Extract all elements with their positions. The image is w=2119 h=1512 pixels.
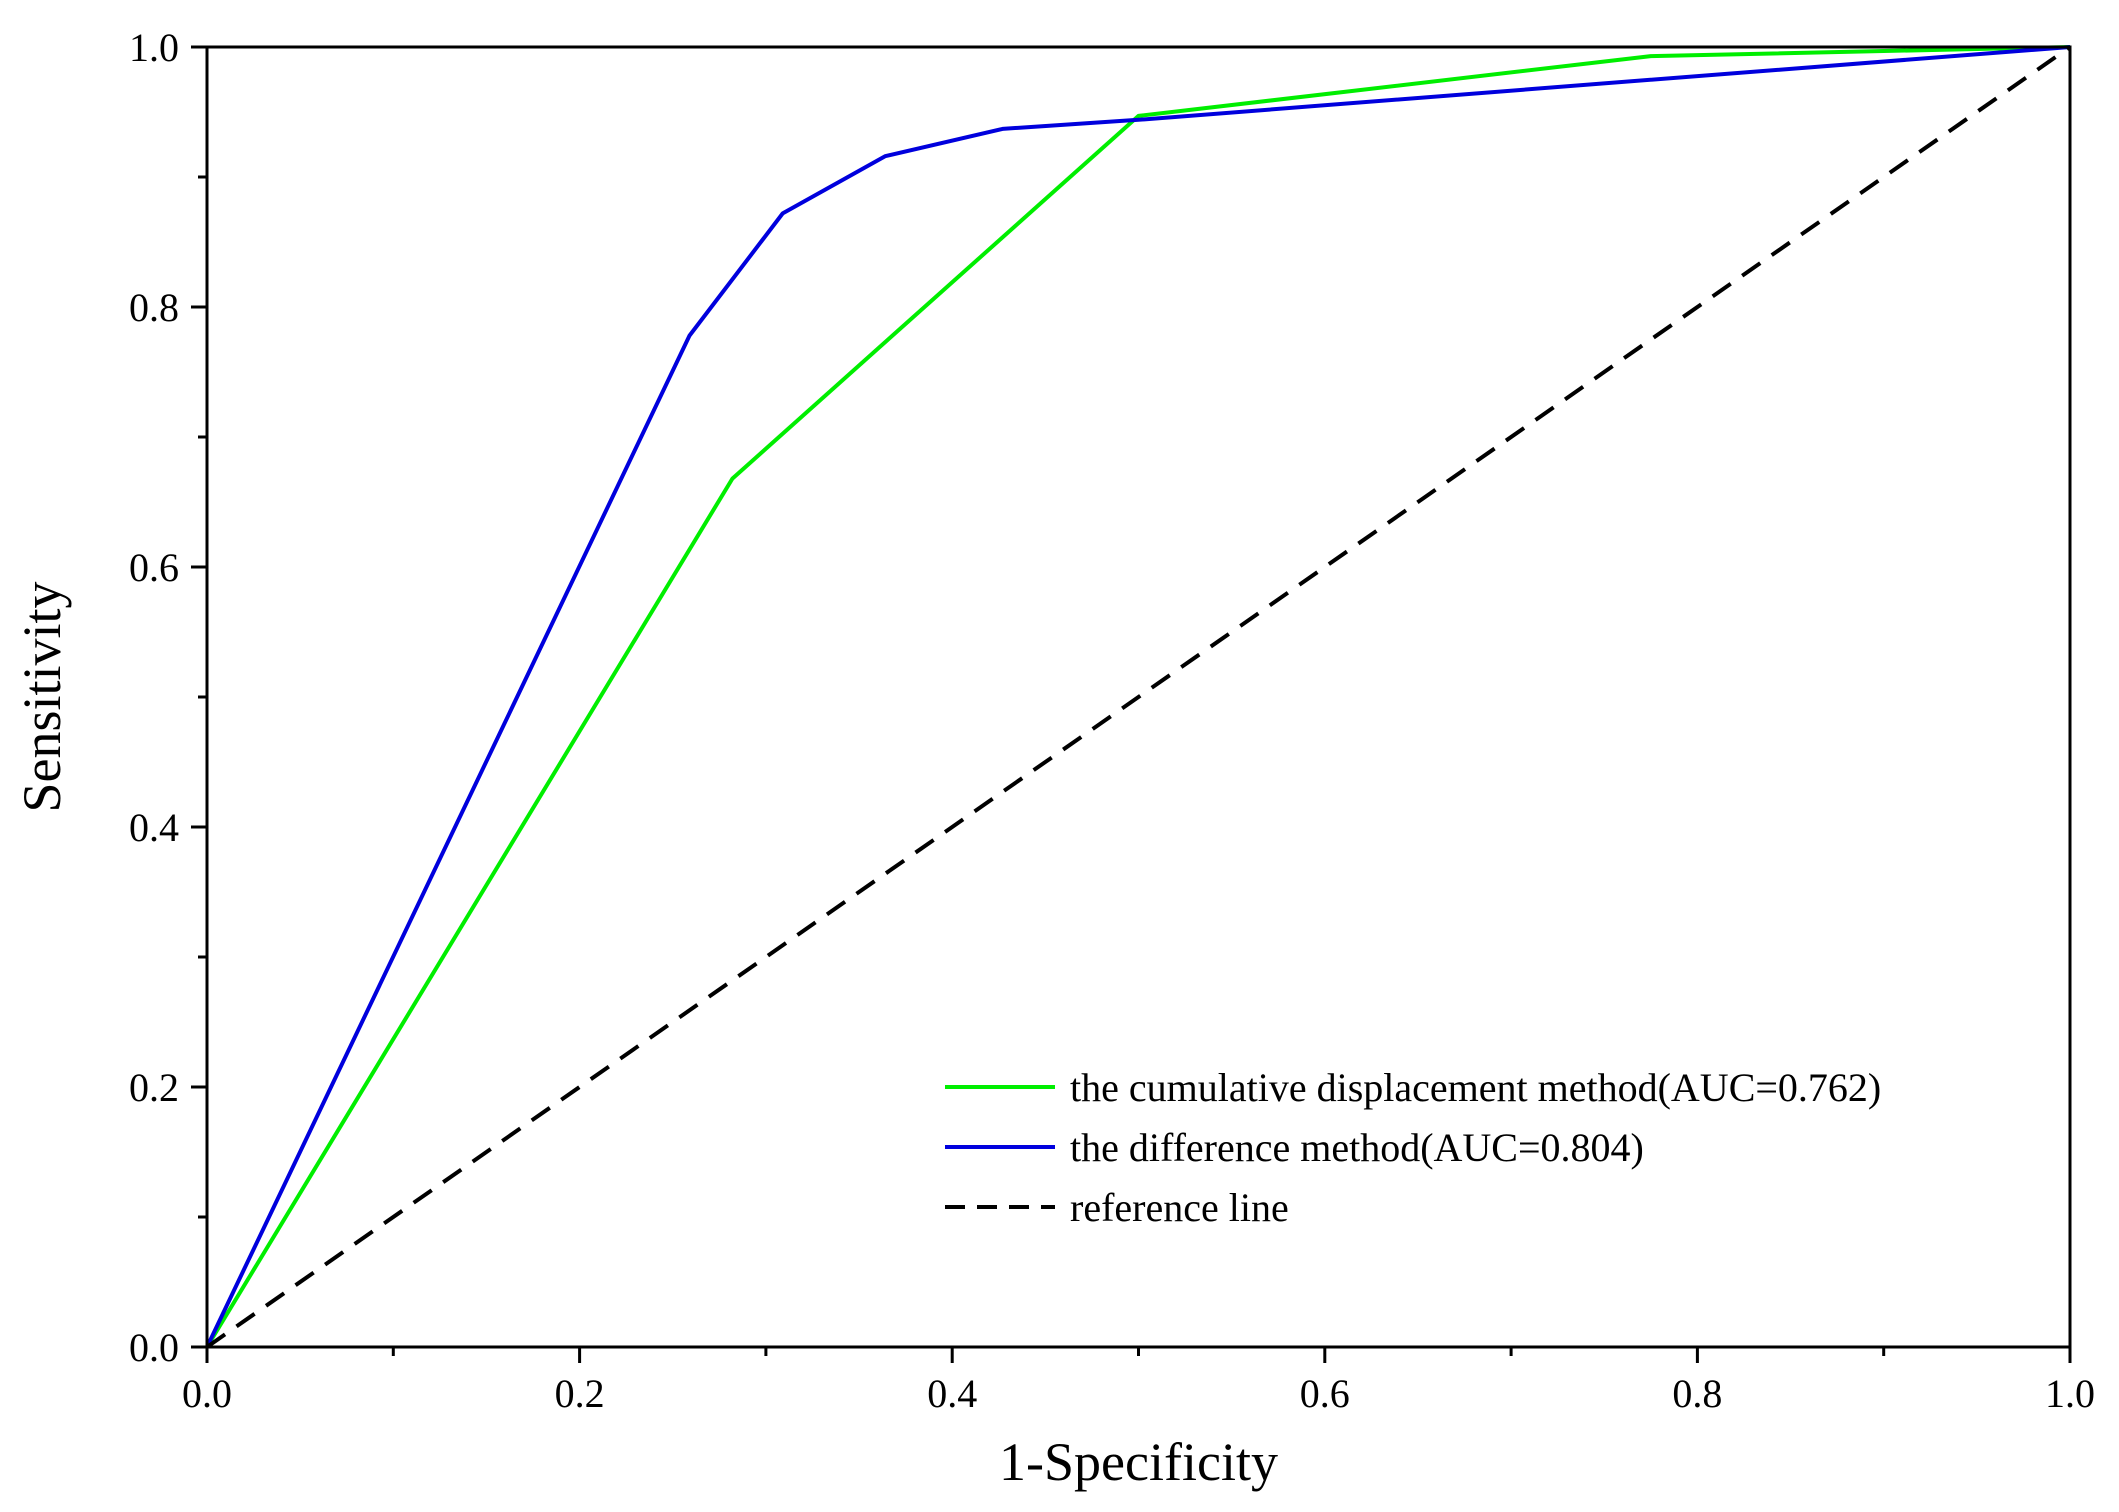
y-axis-title: Sensitivity xyxy=(12,581,72,812)
y-tick-label: 1.0 xyxy=(129,25,179,70)
x-tick-label: 0.6 xyxy=(1300,1371,1350,1416)
x-tick-label: 1.0 xyxy=(2045,1371,2095,1416)
y-tick-label: 0.6 xyxy=(129,545,179,590)
legend-label-1: the cumulative displacement method(AUC=0… xyxy=(1070,1065,1881,1110)
legend-label-2: the difference method(AUC=0.804) xyxy=(1070,1125,1644,1170)
y-tick-label: 0.4 xyxy=(129,805,179,850)
y-tick-label: 0.2 xyxy=(129,1065,179,1110)
y-tick-label: 0.8 xyxy=(129,285,179,330)
y-tick-label: 0.0 xyxy=(129,1325,179,1370)
x-tick-label: 0.4 xyxy=(927,1371,977,1416)
series-line-2 xyxy=(205,45,2071,1348)
x-tick-label: 0.2 xyxy=(555,1371,605,1416)
axes-layer: 0.0 0.2 0.4 0.6 0.8 1.0 0.0 0.2 0.4 0.6 0.8 1.0 xyxy=(129,25,2095,1416)
x-tick-label: 0.0 xyxy=(182,1371,232,1416)
series-line-1 xyxy=(205,45,2071,1349)
series-line-3 xyxy=(205,45,2072,1349)
series-layer xyxy=(205,45,2072,1349)
legend: the cumulative displacement method(AUC=0… xyxy=(945,1065,1881,1230)
x-axis-title: 1-Specificity xyxy=(999,1432,1278,1492)
legend-label-3: reference line xyxy=(1070,1185,1289,1230)
x-tick-label: 0.8 xyxy=(1672,1371,1722,1416)
